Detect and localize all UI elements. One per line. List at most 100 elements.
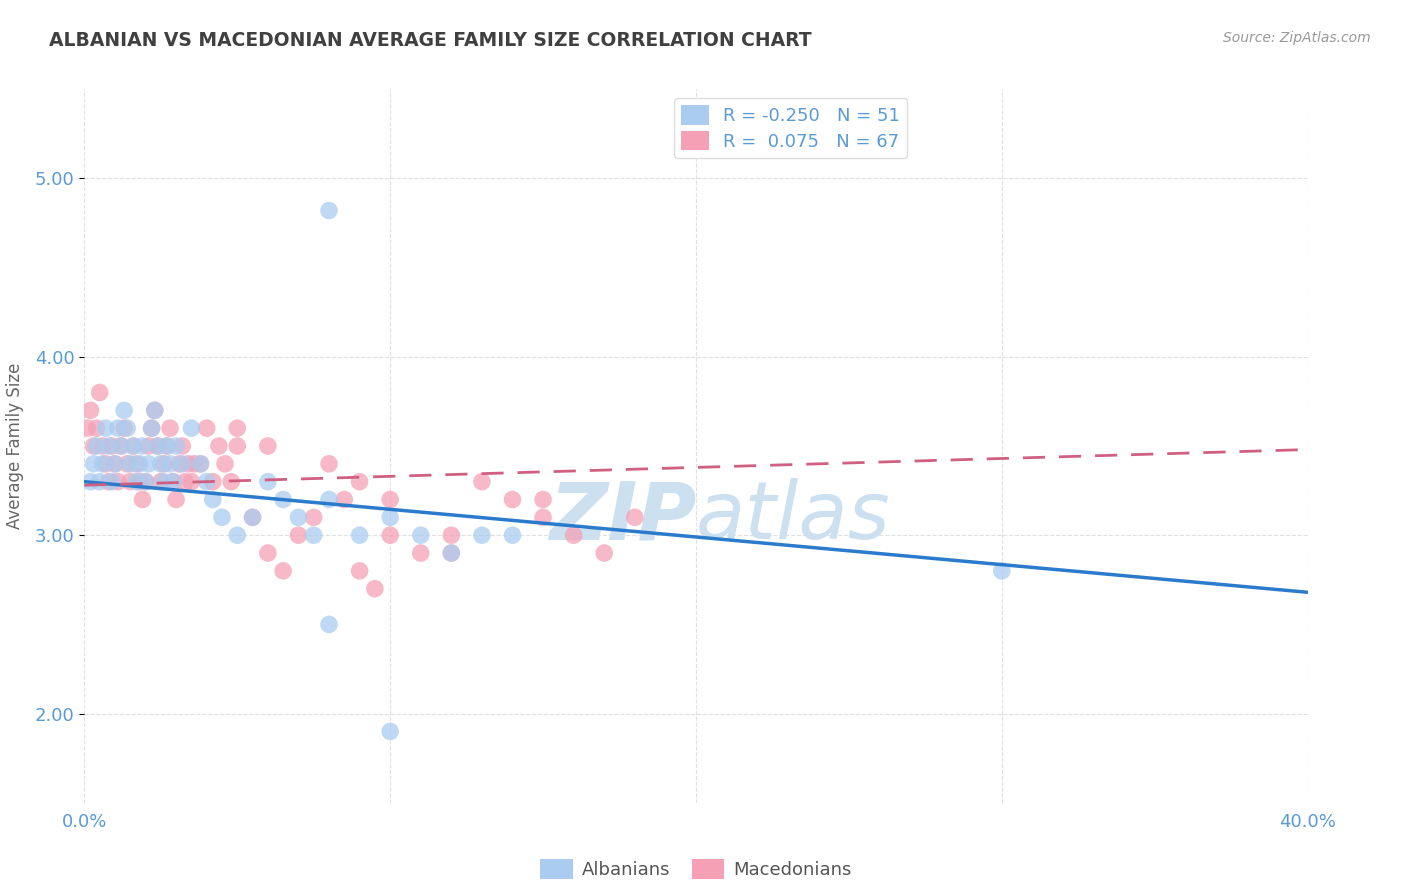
Point — [138, 457, 160, 471]
Point — [201, 492, 224, 507]
Point — [349, 528, 371, 542]
Point — [302, 510, 325, 524]
Y-axis label: Average Family Size: Average Family Size — [6, 363, 24, 529]
Point — [349, 564, 371, 578]
Point — [287, 528, 309, 542]
Point — [156, 439, 179, 453]
Point — [190, 457, 212, 471]
Point — [101, 439, 124, 453]
Point — [143, 403, 166, 417]
Point — [318, 457, 340, 471]
Point — [165, 492, 187, 507]
Point — [86, 421, 108, 435]
Point — [172, 439, 194, 453]
Point — [226, 421, 249, 435]
Point — [471, 528, 494, 542]
Point — [79, 475, 101, 489]
Point — [180, 421, 202, 435]
Point — [94, 421, 117, 435]
Point — [91, 457, 114, 471]
Point — [153, 475, 176, 489]
Point — [257, 546, 280, 560]
Point — [440, 546, 463, 560]
Point — [242, 510, 264, 524]
Point — [257, 439, 280, 453]
Point — [318, 617, 340, 632]
Point — [531, 492, 554, 507]
Point — [115, 421, 138, 435]
Point — [91, 439, 114, 453]
Point — [146, 439, 169, 453]
Point — [76, 421, 98, 435]
Point — [97, 439, 120, 453]
Point — [349, 475, 371, 489]
Point — [149, 457, 172, 471]
Point — [214, 457, 236, 471]
Point — [122, 439, 145, 453]
Text: atlas: atlas — [696, 478, 891, 557]
Point — [120, 457, 142, 471]
Point — [208, 439, 231, 453]
Point — [122, 439, 145, 453]
Point — [112, 421, 135, 435]
Point — [174, 475, 197, 489]
Point — [138, 439, 160, 453]
Point — [190, 457, 212, 471]
Point — [219, 475, 242, 489]
Point — [502, 492, 524, 507]
Point — [440, 546, 463, 560]
Point — [110, 439, 132, 453]
Point — [153, 457, 176, 471]
Point — [159, 457, 181, 471]
Point — [159, 421, 181, 435]
Point — [135, 475, 157, 489]
Point — [991, 564, 1014, 578]
Point — [226, 439, 249, 453]
Point — [125, 475, 148, 489]
Point — [83, 439, 105, 453]
Point — [380, 510, 402, 524]
Point — [177, 457, 200, 471]
Point — [135, 475, 157, 489]
Point — [531, 510, 554, 524]
Point — [79, 403, 101, 417]
Point — [180, 475, 202, 489]
Point — [257, 475, 280, 489]
Point — [110, 439, 132, 453]
Point — [146, 439, 169, 453]
Point — [125, 457, 148, 471]
Point — [162, 475, 184, 489]
Point — [409, 528, 432, 542]
Point — [471, 475, 494, 489]
Point — [107, 421, 129, 435]
Point — [211, 510, 233, 524]
Legend: Albanians, Macedonians: Albanians, Macedonians — [533, 852, 859, 887]
Point — [149, 475, 172, 489]
Point — [156, 439, 179, 453]
Text: Source: ZipAtlas.com: Source: ZipAtlas.com — [1223, 31, 1371, 45]
Point — [409, 546, 432, 560]
Point — [104, 457, 127, 471]
Point — [183, 457, 205, 471]
Point — [115, 457, 138, 471]
Point — [502, 528, 524, 542]
Point — [271, 492, 294, 507]
Point — [120, 475, 142, 489]
Point — [380, 724, 402, 739]
Point — [201, 475, 224, 489]
Text: ZIP: ZIP — [548, 478, 696, 557]
Text: ALBANIAN VS MACEDONIAN AVERAGE FAMILY SIZE CORRELATION CHART: ALBANIAN VS MACEDONIAN AVERAGE FAMILY SI… — [49, 31, 811, 50]
Point — [195, 475, 218, 489]
Point — [101, 475, 124, 489]
Point — [624, 510, 647, 524]
Point — [104, 457, 127, 471]
Point — [593, 546, 616, 560]
Point — [318, 492, 340, 507]
Point — [364, 582, 387, 596]
Point — [89, 385, 111, 400]
Point — [94, 457, 117, 471]
Point — [271, 564, 294, 578]
Point — [167, 457, 190, 471]
Point — [162, 475, 184, 489]
Point — [141, 421, 163, 435]
